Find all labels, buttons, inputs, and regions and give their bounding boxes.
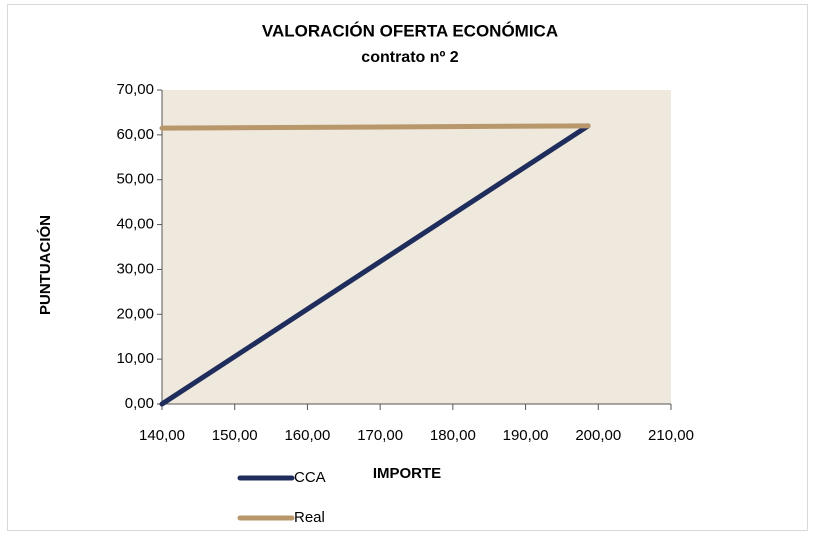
x-tick-label: 170,00 <box>357 427 403 444</box>
y-axis-label: PUNTUACIÓN <box>36 215 54 315</box>
y-tick-label: 50,00 <box>116 171 154 188</box>
x-tick-label: 150,00 <box>212 427 258 444</box>
y-tick-label: 70,00 <box>116 81 154 98</box>
chart-subtitle: contrato nº 2 <box>361 49 459 66</box>
x-tick-label: 200,00 <box>575 427 621 444</box>
x-tick-label: 180,00 <box>430 427 476 444</box>
y-tick-label: 10,00 <box>116 350 154 367</box>
series-line <box>159 123 591 131</box>
y-tick-label: 30,00 <box>116 260 154 277</box>
chart-title: VALORACIÓN OFERTA ECONÓMICA <box>262 21 558 40</box>
x-tick-label: 190,00 <box>503 427 549 444</box>
y-tick-label: 60,00 <box>116 126 154 143</box>
legend-label: Real <box>294 509 325 526</box>
series-line <box>159 123 591 407</box>
x-tick-label: 140,00 <box>139 427 185 444</box>
plot-area <box>162 90 671 404</box>
x-tick-label: 210,00 <box>648 427 694 444</box>
x-axis-label: IMPORTE <box>373 465 441 482</box>
x-tick-label: 160,00 <box>284 427 330 444</box>
y-tick-label: 40,00 <box>116 216 154 233</box>
y-tick-label: 20,00 <box>116 305 154 322</box>
y-tick-label: 0,00 <box>125 395 154 412</box>
legend-label: CCA <box>294 469 326 486</box>
